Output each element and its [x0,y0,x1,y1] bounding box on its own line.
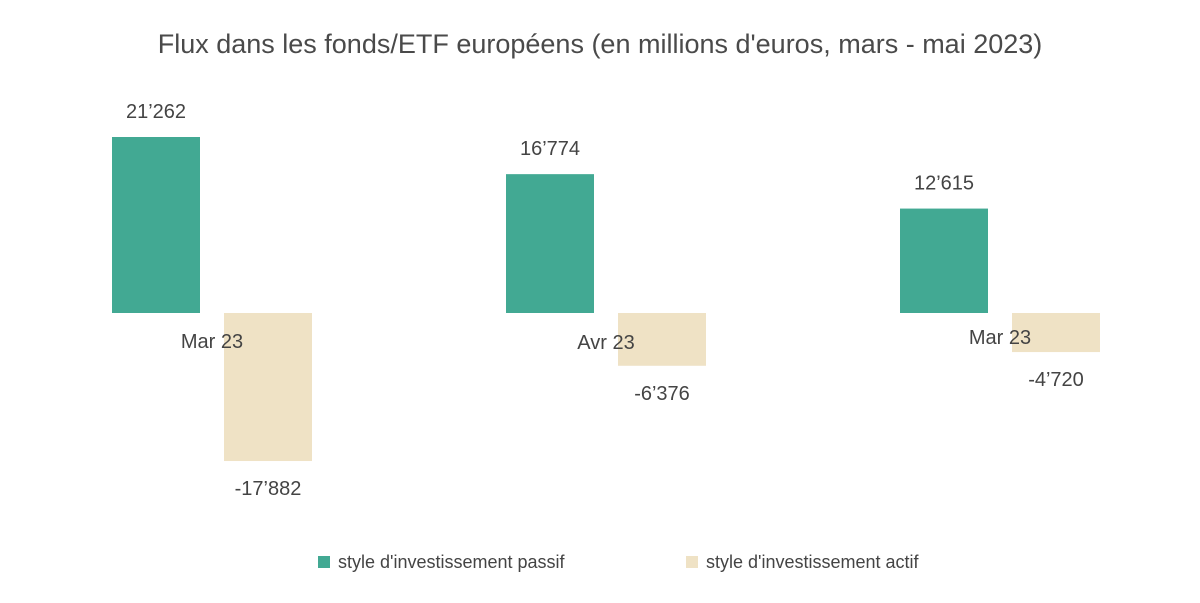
bar-actif-2 [1012,313,1100,353]
chart-title: Flux dans les fonds/ETF européens (en mi… [158,29,1043,59]
legend-label-actif: style d'investissement actif [706,552,920,572]
bar-passif-0 [112,137,200,313]
bar-passif-1 [506,174,594,313]
data-label: 12’615 [914,173,974,195]
legend-swatch-passif [318,556,330,568]
legend: style d'investissement passif style d'in… [318,552,920,572]
x-tick-label: Avr 23 [577,332,634,354]
legend-swatch-actif [686,556,698,568]
x-tick-label: Mar 23 [969,327,1031,349]
data-label: 16’774 [520,138,580,160]
data-label: -17’882 [235,478,302,500]
x-tick-label: Mar 23 [181,331,243,353]
bar-actif-0 [224,313,312,462]
bar-passif-2 [900,208,988,313]
data-label: -6’376 [634,383,690,405]
legend-label-passif: style d'investissement passif [338,552,566,572]
data-label: 21’262 [126,101,186,123]
bar-actif-1 [618,313,706,366]
data-label: -4’720 [1028,369,1084,391]
